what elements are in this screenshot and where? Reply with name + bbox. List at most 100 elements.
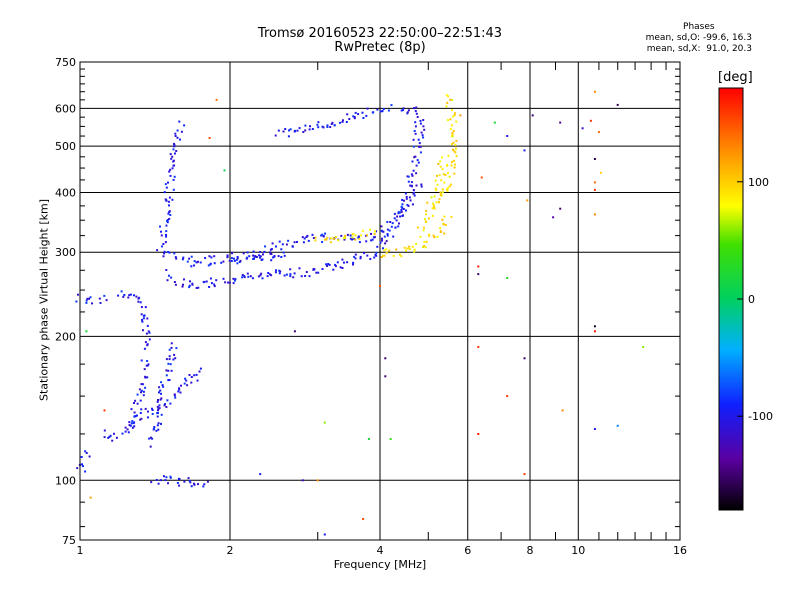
x-mode-point	[451, 161, 453, 164]
o-mode-point	[175, 257, 178, 260]
y-tick-label: 600	[55, 102, 76, 115]
scattered-point	[561, 409, 564, 412]
scattered-point	[597, 131, 600, 134]
o-mode-point	[140, 408, 143, 411]
scattered-point	[477, 265, 480, 268]
o-mode-point	[390, 225, 393, 228]
o-mode-point	[413, 156, 416, 159]
o-mode-point	[144, 306, 147, 309]
o-mode-point	[142, 394, 145, 397]
o-mode-point	[400, 109, 403, 112]
o-mode-point	[171, 198, 174, 201]
x-mode-point	[452, 148, 455, 151]
o-mode-point	[236, 257, 239, 260]
scattered-point	[642, 346, 645, 348]
o-mode-point	[166, 399, 169, 402]
o-mode-point	[414, 125, 417, 128]
scattered-point	[523, 473, 526, 476]
o-mode-point	[133, 415, 136, 418]
o-mode-point	[182, 256, 185, 259]
scattered-point	[593, 428, 596, 430]
o-mode-point	[188, 480, 191, 482]
x-mode-point	[425, 240, 428, 243]
o-mode-point	[407, 204, 410, 207]
x-mode-point	[425, 209, 428, 212]
x-mode-point	[451, 133, 454, 136]
o-mode-point	[156, 249, 159, 252]
scattered-point	[559, 121, 562, 124]
o-mode-point	[397, 212, 400, 215]
scattered-point	[459, 114, 462, 117]
o-mode-point	[167, 369, 170, 372]
scattered-point	[480, 176, 483, 179]
x-mode-point	[437, 162, 440, 165]
x-mode-point	[451, 99, 454, 101]
o-mode-point	[419, 151, 422, 154]
o-mode-point	[190, 265, 193, 268]
o-mode-point	[178, 387, 180, 390]
o-mode-point	[346, 233, 349, 236]
o-mode-point	[267, 272, 270, 274]
o-mode-point	[422, 136, 425, 139]
o-mode-point	[173, 353, 176, 356]
x-mode-point	[408, 245, 411, 248]
x-mode-point	[447, 172, 449, 175]
o-mode-point	[236, 262, 239, 265]
colorbar-unit-label: [deg]	[718, 70, 753, 85]
o-mode-point	[263, 250, 266, 253]
x-mode-point	[428, 233, 431, 236]
o-mode-point	[157, 399, 159, 401]
o-mode-point	[236, 256, 239, 258]
o-mode-point	[76, 467, 79, 470]
o-mode-point	[381, 110, 384, 113]
o-mode-point	[195, 373, 198, 376]
o-mode-point	[84, 450, 87, 453]
o-mode-point	[248, 255, 251, 258]
o-mode-point	[365, 240, 368, 243]
o-mode-point	[140, 383, 143, 386]
o-mode-point	[139, 399, 142, 402]
o-mode-point	[293, 241, 296, 244]
scattered-point	[506, 395, 509, 398]
o-mode-point	[188, 257, 191, 260]
o-mode-point	[326, 265, 329, 267]
o-mode-point	[386, 221, 389, 223]
scattered-point	[593, 188, 596, 191]
scattered-point	[589, 119, 592, 122]
o-mode-point	[382, 247, 384, 250]
scattered-point	[389, 438, 392, 440]
scattered-point	[616, 424, 619, 427]
o-mode-point	[126, 428, 129, 431]
y-tick-label: 750	[55, 56, 76, 69]
o-mode-point	[146, 317, 149, 320]
scattered-point	[616, 103, 619, 106]
o-mode-point	[147, 363, 150, 366]
x-mode-point	[443, 215, 446, 218]
scattered-point	[531, 114, 534, 117]
x-mode-point	[408, 248, 411, 250]
o-mode-point	[252, 257, 255, 260]
x-mode-point	[439, 231, 442, 233]
o-mode-point	[365, 114, 368, 117]
o-mode-point	[414, 121, 417, 124]
o-mode-point	[235, 258, 238, 261]
o-mode-point	[316, 123, 319, 126]
o-mode-point	[131, 420, 134, 423]
o-mode-point	[389, 221, 392, 223]
o-mode-point	[135, 295, 138, 298]
o-mode-point	[321, 233, 324, 236]
o-mode-point	[202, 485, 205, 488]
o-mode-point	[171, 167, 174, 170]
o-mode-point	[321, 241, 324, 243]
o-mode-point	[145, 332, 148, 335]
o-mode-point	[370, 239, 373, 242]
o-mode-point	[354, 253, 357, 256]
x-mode-point	[433, 195, 436, 198]
o-mode-point	[415, 112, 418, 115]
x-mode-point	[455, 155, 458, 158]
o-mode-point	[393, 217, 396, 220]
o-mode-point	[407, 175, 410, 178]
o-mode-point	[376, 245, 379, 248]
o-mode-point	[261, 277, 264, 280]
o-mode-point	[275, 245, 277, 248]
